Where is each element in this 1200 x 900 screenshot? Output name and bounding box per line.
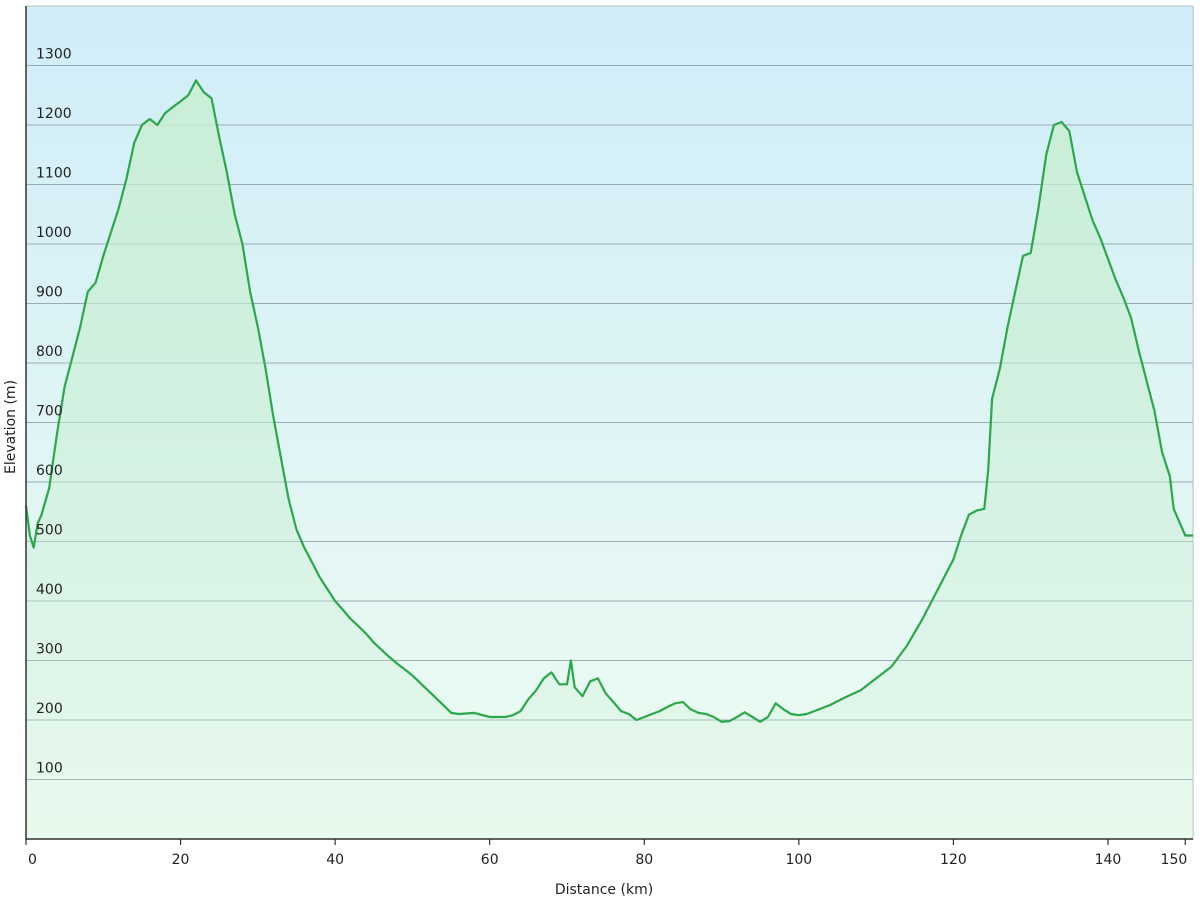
elevation-area-fill: [26, 80, 1193, 839]
y-tick-label-300: 300: [36, 642, 63, 658]
elevation-area-layer: [24, 79, 1193, 839]
y-tick-label-500: 500: [36, 523, 63, 539]
x-tick-label-100: 100: [785, 852, 812, 868]
x-tick-label-150: 150: [1161, 852, 1188, 868]
x-tick-label-120: 120: [940, 852, 967, 868]
y-tick-label-1000: 1000: [36, 225, 72, 241]
elevation-line: [24, 79, 1193, 723]
y-tick-label-200: 200: [36, 701, 63, 717]
y-tick-label-1300: 1300: [36, 47, 72, 63]
y-tick-label-1200: 1200: [36, 106, 72, 122]
x-tick-label-140: 140: [1095, 852, 1122, 868]
y-tick-label-1100: 1100: [36, 166, 72, 182]
y-tick-label-900: 900: [36, 285, 63, 301]
y-tick-label-400: 400: [36, 582, 63, 598]
x-tick-labels: 0 20 40 60 80 100 120 140 150: [28, 852, 1187, 868]
x-tick-label-60: 60: [481, 852, 499, 868]
x-tick-label-40: 40: [326, 852, 344, 868]
y-axis-title: Elevation (m): [3, 380, 19, 474]
x-tick-label-0: 0: [28, 852, 37, 868]
y-tick-label-100: 100: [36, 761, 63, 777]
y-tick-label-800: 800: [36, 344, 63, 360]
x-tick-label-80: 80: [635, 852, 653, 868]
axes: [25, 6, 1193, 845]
y-tick-label-700: 700: [36, 404, 63, 420]
x-tick-label-20: 20: [172, 852, 190, 868]
y-tick-labels: 100 200 300 400 500 600 700 800 900 1000 1100 1200 1…: [36, 47, 72, 777]
x-axis-title: Distance (km): [555, 882, 653, 898]
y-tick-label-600: 600: [36, 463, 63, 479]
